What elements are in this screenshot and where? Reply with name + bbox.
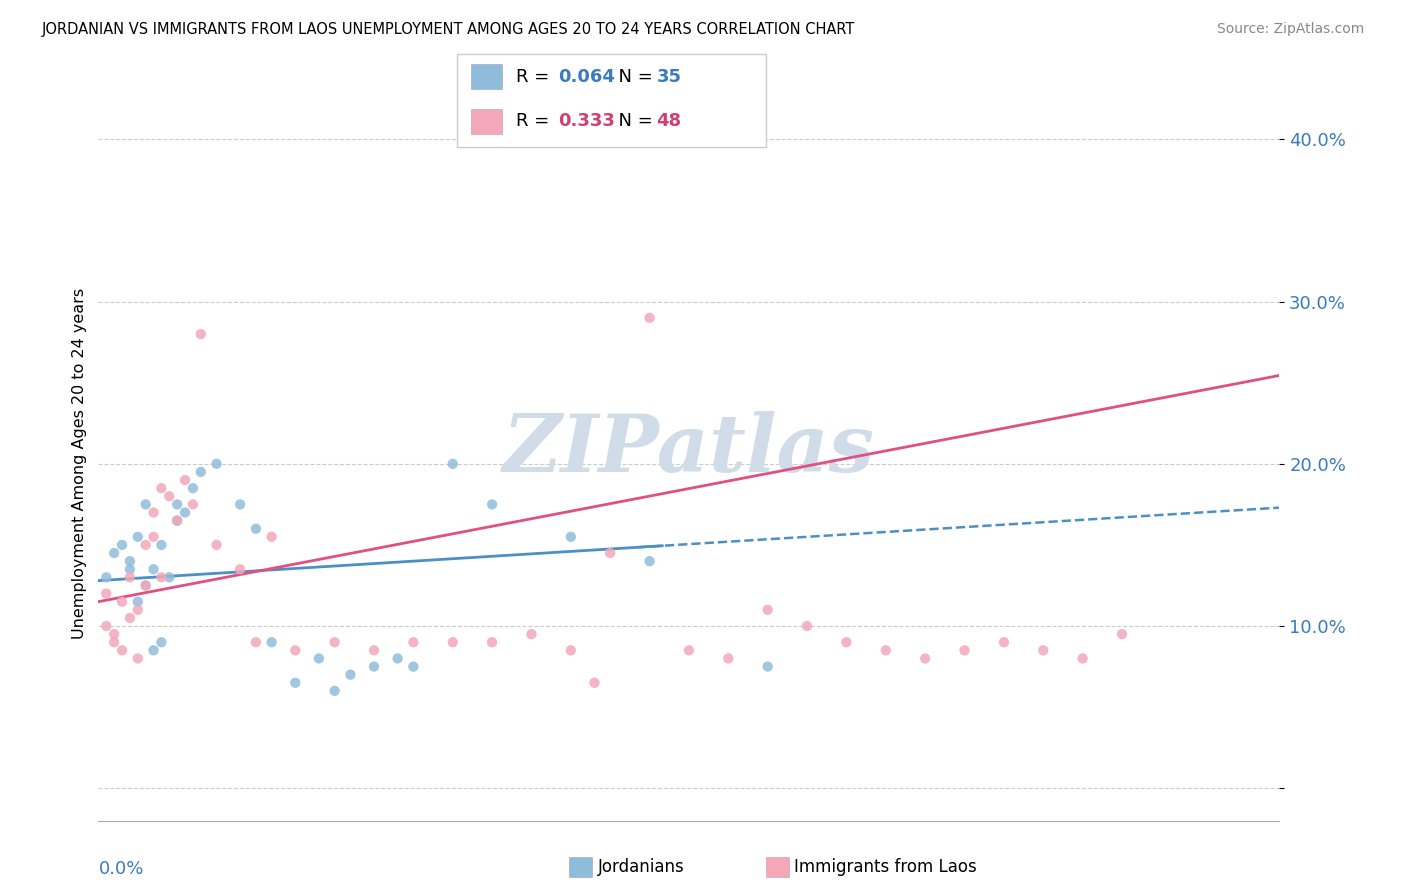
Point xyxy=(914,651,936,665)
Point xyxy=(583,675,606,690)
Point xyxy=(284,643,307,657)
Point xyxy=(103,635,125,649)
Point xyxy=(308,651,330,665)
Point xyxy=(127,651,149,665)
Point xyxy=(127,595,149,609)
Text: 35: 35 xyxy=(657,68,682,86)
Point xyxy=(796,619,818,633)
Point xyxy=(111,595,134,609)
Point xyxy=(638,554,661,568)
Point xyxy=(111,538,134,552)
Text: Immigrants from Laos: Immigrants from Laos xyxy=(794,858,977,876)
Point xyxy=(599,546,621,560)
Point xyxy=(678,643,700,657)
Point xyxy=(402,659,425,673)
Point xyxy=(363,659,385,673)
Text: ZIPatlas: ZIPatlas xyxy=(503,411,875,488)
Point xyxy=(560,530,582,544)
Point xyxy=(118,570,141,584)
Point xyxy=(993,635,1015,649)
Point xyxy=(717,651,740,665)
Point xyxy=(339,667,361,681)
Point xyxy=(142,562,165,576)
Point xyxy=(441,457,464,471)
Point xyxy=(441,635,464,649)
Text: N =: N = xyxy=(607,68,659,86)
Text: 48: 48 xyxy=(657,112,682,130)
Point xyxy=(181,497,204,511)
Point xyxy=(520,627,543,641)
Point xyxy=(875,643,897,657)
Point xyxy=(135,538,157,552)
Point xyxy=(756,603,779,617)
Point xyxy=(481,497,503,511)
Point xyxy=(166,514,188,528)
Point xyxy=(953,643,976,657)
Point xyxy=(142,530,165,544)
Point xyxy=(260,530,283,544)
Text: Jordanians: Jordanians xyxy=(598,858,685,876)
Point xyxy=(166,497,188,511)
Point xyxy=(166,514,188,528)
Point xyxy=(174,473,197,487)
Point xyxy=(127,603,149,617)
Y-axis label: Unemployment Among Ages 20 to 24 years: Unemployment Among Ages 20 to 24 years xyxy=(72,288,87,640)
Point xyxy=(118,611,141,625)
Point xyxy=(127,530,149,544)
Point xyxy=(96,619,118,633)
Text: R =: R = xyxy=(516,112,555,130)
Point xyxy=(402,635,425,649)
Point xyxy=(481,635,503,649)
Point xyxy=(1111,627,1133,641)
Text: R =: R = xyxy=(516,68,555,86)
Point xyxy=(174,506,197,520)
Point xyxy=(363,643,385,657)
Point xyxy=(323,635,346,649)
Point xyxy=(103,546,125,560)
Point xyxy=(190,327,212,342)
Point xyxy=(142,506,165,520)
Point xyxy=(150,481,173,495)
Text: N =: N = xyxy=(607,112,659,130)
Point xyxy=(245,635,267,649)
Point xyxy=(135,578,157,592)
Point xyxy=(284,675,307,690)
Text: JORDANIAN VS IMMIGRANTS FROM LAOS UNEMPLOYMENT AMONG AGES 20 TO 24 YEARS CORRELA: JORDANIAN VS IMMIGRANTS FROM LAOS UNEMPL… xyxy=(42,22,856,37)
Point xyxy=(1032,643,1054,657)
Point xyxy=(150,570,173,584)
Point xyxy=(190,465,212,479)
Text: 0.333: 0.333 xyxy=(558,112,614,130)
Point xyxy=(835,635,858,649)
Point xyxy=(756,659,779,673)
Point xyxy=(118,562,141,576)
Point xyxy=(229,562,252,576)
Point xyxy=(135,497,157,511)
Point xyxy=(229,497,252,511)
Point xyxy=(387,651,409,665)
Point xyxy=(150,635,173,649)
Point xyxy=(96,570,118,584)
Point xyxy=(638,310,661,325)
Point xyxy=(1071,651,1094,665)
Point xyxy=(96,586,118,600)
Point xyxy=(205,538,228,552)
Text: Source: ZipAtlas.com: Source: ZipAtlas.com xyxy=(1216,22,1364,37)
Point xyxy=(157,489,180,503)
Point xyxy=(245,522,267,536)
Point xyxy=(560,643,582,657)
Point xyxy=(150,538,173,552)
Point xyxy=(135,578,157,592)
Point xyxy=(157,570,180,584)
Point xyxy=(118,554,141,568)
Point xyxy=(260,635,283,649)
Text: 0.064: 0.064 xyxy=(558,68,614,86)
Point xyxy=(323,684,346,698)
Point xyxy=(142,643,165,657)
Text: 0.0%: 0.0% xyxy=(98,860,143,878)
Point xyxy=(205,457,228,471)
Point xyxy=(181,481,204,495)
Point xyxy=(103,627,125,641)
Point xyxy=(111,643,134,657)
